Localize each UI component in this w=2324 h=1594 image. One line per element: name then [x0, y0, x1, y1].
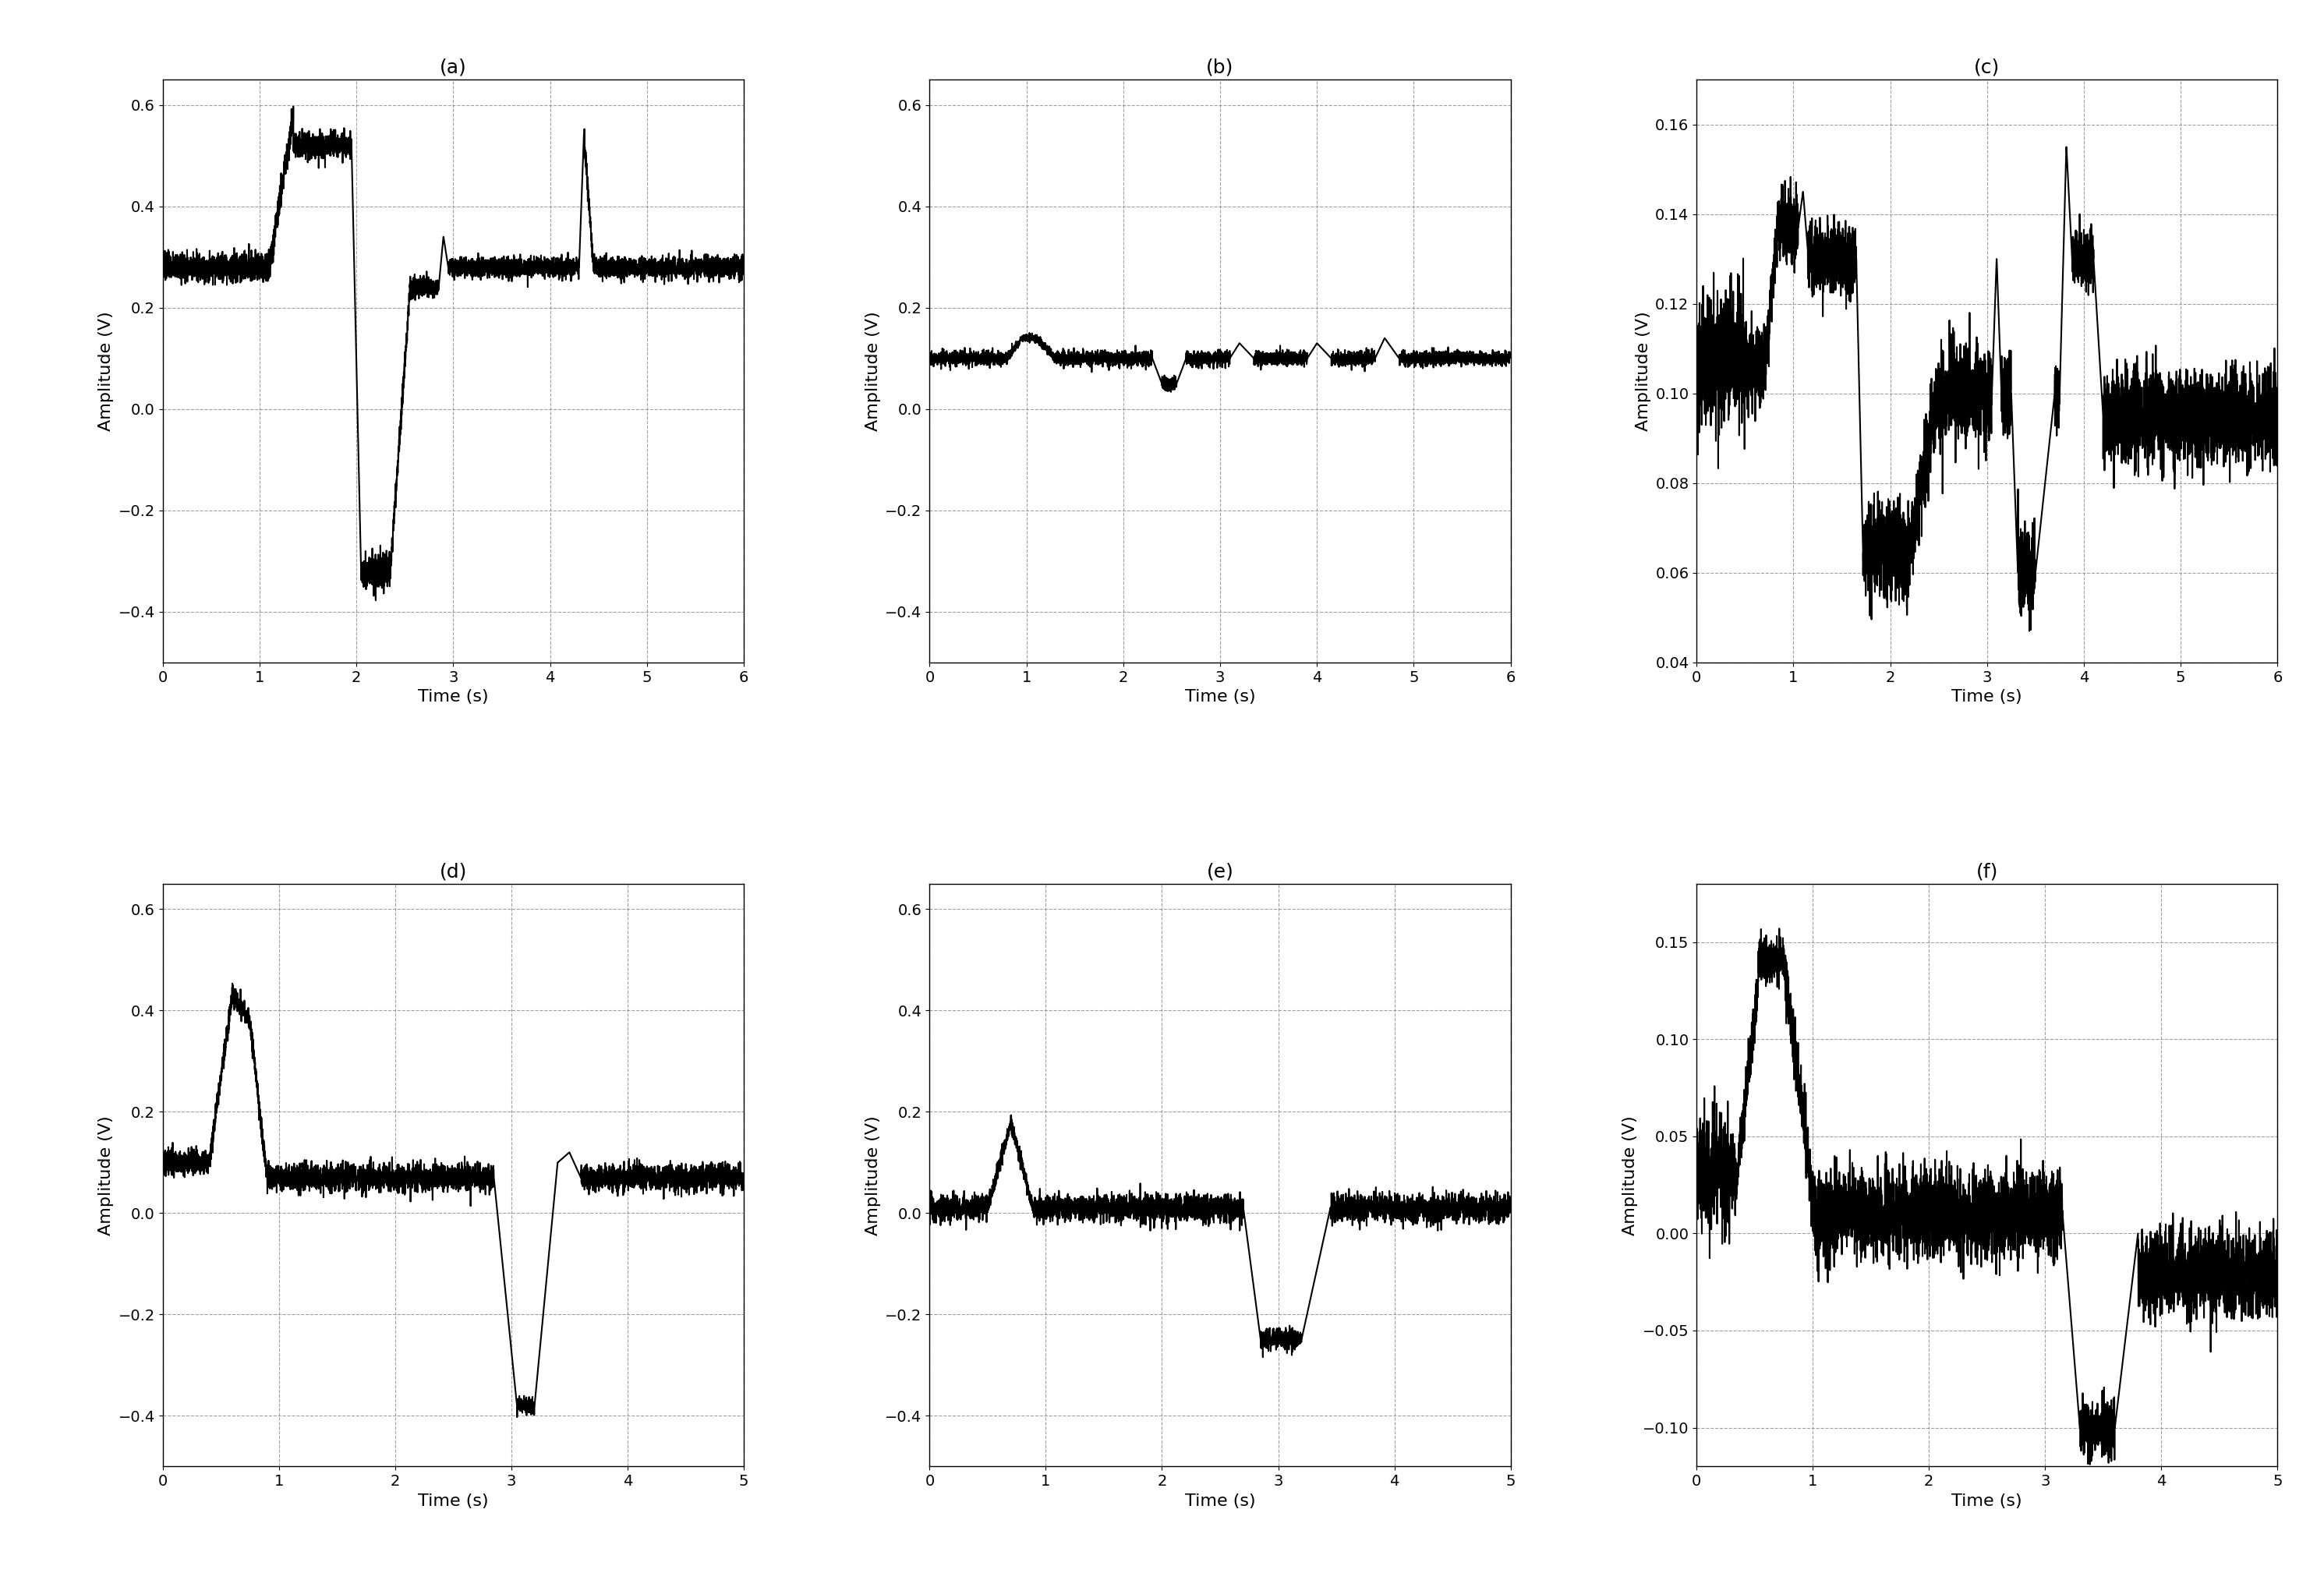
Y-axis label: Amplitude (V): Amplitude (V)	[98, 1116, 114, 1235]
Title: (d): (d)	[439, 862, 467, 881]
Title: (a): (a)	[439, 59, 467, 77]
Y-axis label: Amplitude (V): Amplitude (V)	[865, 1116, 881, 1235]
Title: (f): (f)	[1975, 862, 1999, 881]
X-axis label: Time (s): Time (s)	[1185, 1494, 1255, 1510]
Title: (c): (c)	[1973, 59, 2001, 77]
X-axis label: Time (s): Time (s)	[1952, 1494, 2022, 1510]
Y-axis label: Amplitude (V): Amplitude (V)	[1636, 311, 1650, 430]
Title: (b): (b)	[1206, 59, 1234, 77]
X-axis label: Time (s): Time (s)	[418, 1494, 488, 1510]
X-axis label: Time (s): Time (s)	[1952, 689, 2022, 705]
X-axis label: Time (s): Time (s)	[1185, 689, 1255, 705]
Title: (e): (e)	[1206, 862, 1234, 881]
Y-axis label: Amplitude (V): Amplitude (V)	[1622, 1116, 1638, 1235]
Y-axis label: Amplitude (V): Amplitude (V)	[865, 311, 881, 430]
X-axis label: Time (s): Time (s)	[418, 689, 488, 705]
Y-axis label: Amplitude (V): Amplitude (V)	[98, 311, 114, 430]
